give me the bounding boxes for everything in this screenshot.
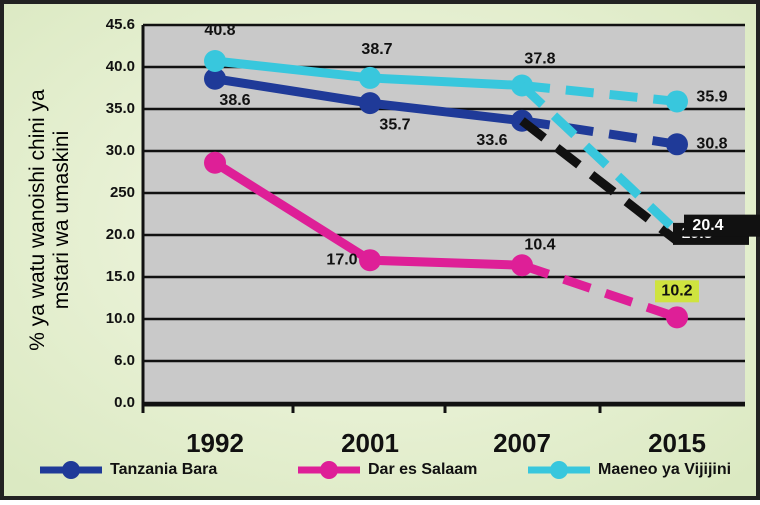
marker (204, 50, 226, 72)
marker (666, 90, 688, 113)
x-tick-label: 2001 (341, 428, 399, 458)
y-tick-label: 40.0 (106, 58, 135, 75)
data-label: 20.4 (692, 217, 723, 234)
marker (204, 151, 226, 174)
line-segment (369, 255, 523, 270)
marker (511, 254, 533, 277)
y-axis-title-line: mstari wa umaskini (50, 131, 73, 310)
data-label: 38.6 (219, 92, 250, 109)
y-tick-label: 0.0 (114, 394, 135, 411)
y-tick-label: 250 (110, 184, 135, 201)
data-label: 33.6 (476, 132, 507, 149)
x-tick-label: 1992 (186, 428, 244, 458)
line-segment (214, 56, 371, 83)
data-label: 30.8 (696, 135, 727, 152)
data-label: 40.8 (204, 22, 235, 39)
y-tick-label: 15.0 (106, 268, 135, 285)
marker (204, 67, 226, 90)
legend-marker (62, 461, 80, 479)
y-tick-label: 45.6 (106, 16, 135, 33)
projection-segment (519, 117, 680, 245)
y-axis-title: % ya watu wanoishi chini yamstari wa uma… (26, 89, 73, 351)
projection-segment (521, 81, 678, 106)
legend-label: Dar es Salaam (368, 461, 477, 478)
data-label: 35.7 (379, 116, 410, 133)
x-tick-label: 2007 (493, 428, 551, 458)
data-label: 37.8 (524, 51, 555, 68)
label-box (684, 214, 760, 237)
y-axis-title-line: % ya watu wanoishi chini ya (26, 89, 49, 351)
y-tick-label: 10.0 (106, 310, 135, 327)
projection-segment (521, 116, 678, 149)
marker (666, 306, 688, 329)
legend-marker (320, 461, 338, 479)
legend-marker (550, 461, 568, 479)
line-segment (212, 158, 373, 265)
y-tick-label: 6.0 (114, 352, 135, 369)
marker (359, 66, 381, 89)
data-label: 38.7 (361, 41, 392, 58)
x-tick-label: 2015 (648, 428, 706, 458)
data-label: 35.9 (696, 89, 727, 106)
annotation: 10.4 (524, 236, 555, 253)
y-tick-label: 20.0 (106, 226, 135, 243)
marker (359, 249, 381, 272)
legend-label: Maeneo ya Vijijini (598, 461, 731, 478)
projection-segment (518, 82, 681, 235)
marker (359, 92, 381, 115)
line-segment (369, 98, 523, 126)
data-label: 10.2 (661, 283, 692, 300)
line-segment (214, 74, 371, 108)
data-label: 17.0 (326, 251, 357, 268)
y-tick-label: 30.0 (106, 142, 135, 159)
line-segment (369, 73, 523, 90)
projection-segment (520, 260, 679, 322)
y-tick-label: 35.0 (106, 100, 135, 117)
label-box (655, 280, 699, 303)
marker (666, 133, 688, 156)
legend-label: Tanzania Bara (110, 461, 217, 478)
